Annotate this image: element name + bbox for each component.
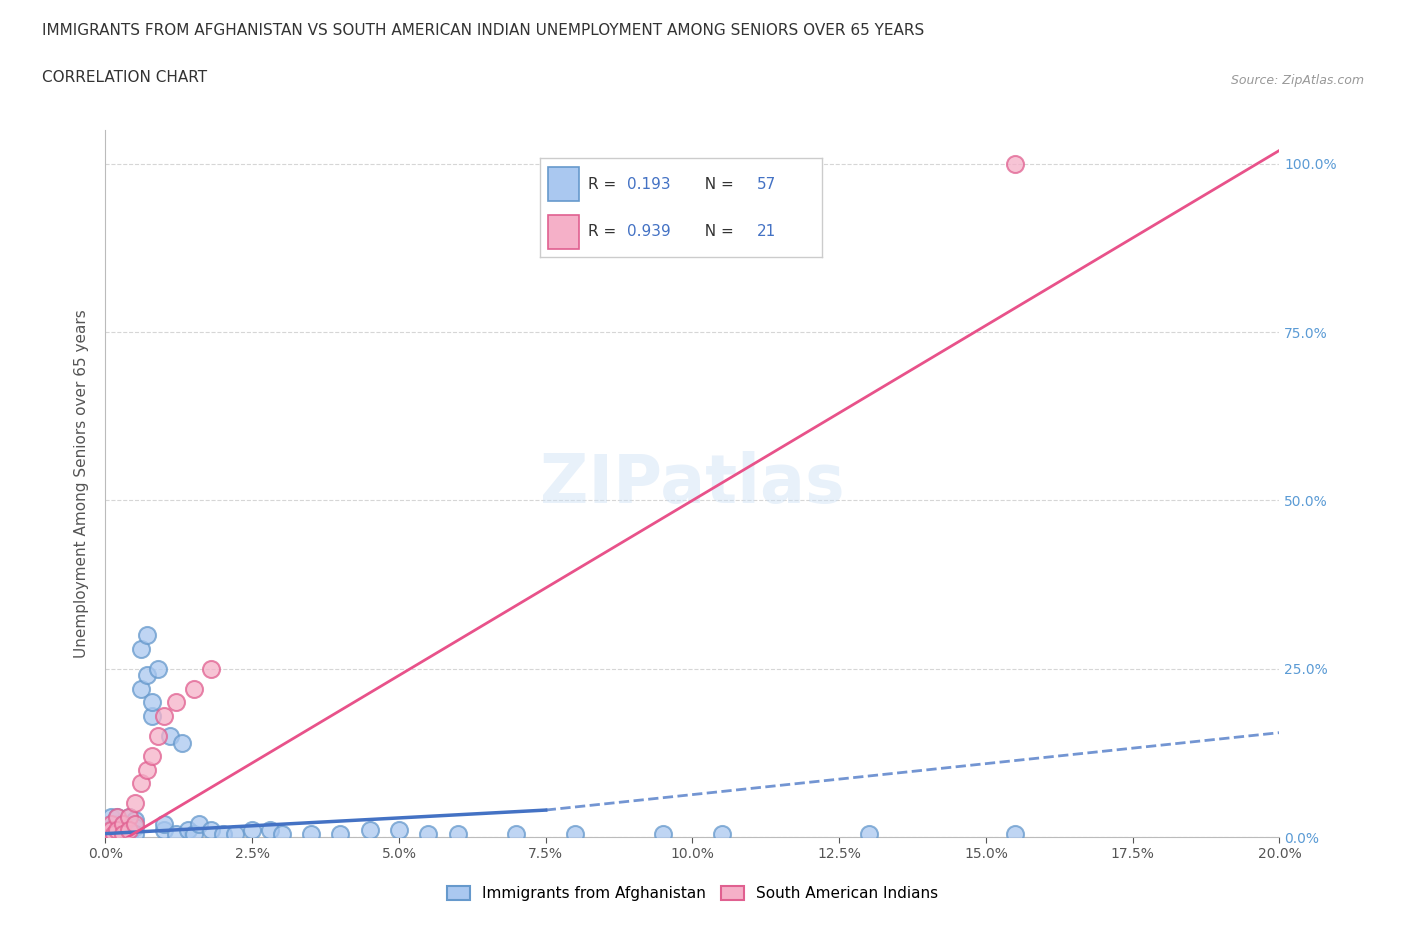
Point <box>200 661 222 676</box>
Point <box>183 826 205 841</box>
Point <box>170 736 193 751</box>
Point <box>153 709 176 724</box>
Point <box>299 826 322 841</box>
Point <box>118 809 141 824</box>
Text: N =: N = <box>695 224 738 239</box>
Point <box>135 628 157 643</box>
Point <box>124 817 146 831</box>
Point <box>105 809 128 824</box>
Point <box>129 682 152 697</box>
Point <box>115 819 138 834</box>
Point <box>129 641 152 656</box>
Point <box>97 826 120 841</box>
Point <box>135 668 157 683</box>
Point <box>188 817 211 831</box>
Point <box>359 823 381 838</box>
Text: N =: N = <box>695 177 738 192</box>
Point <box>100 817 122 831</box>
Legend: Immigrants from Afghanistan, South American Indians: Immigrants from Afghanistan, South Ameri… <box>440 880 945 907</box>
Point <box>124 826 146 841</box>
Point <box>97 823 120 838</box>
Point <box>1004 826 1026 841</box>
Point <box>118 826 141 841</box>
Point <box>103 819 125 834</box>
Point <box>270 826 292 841</box>
Point <box>159 728 181 743</box>
Point <box>124 796 146 811</box>
Point <box>141 709 163 724</box>
Point <box>124 813 146 828</box>
Point <box>1004 156 1026 171</box>
Point <box>153 823 176 838</box>
Point <box>98 817 121 831</box>
Point <box>118 823 141 838</box>
Point <box>105 817 128 831</box>
Point <box>124 819 146 834</box>
Point <box>710 826 733 841</box>
Point <box>447 826 470 841</box>
Y-axis label: Unemployment Among Seniors over 65 years: Unemployment Among Seniors over 65 years <box>75 310 90 658</box>
Point <box>100 826 122 841</box>
Text: ZIPatlas: ZIPatlas <box>540 451 845 516</box>
Point <box>652 826 675 841</box>
Point <box>100 809 122 824</box>
Point <box>165 695 187 710</box>
Text: Source: ZipAtlas.com: Source: ZipAtlas.com <box>1230 74 1364 87</box>
Point <box>112 817 135 831</box>
Point <box>105 809 128 824</box>
Point <box>165 826 187 841</box>
Text: 0.193: 0.193 <box>627 177 671 192</box>
Point <box>240 823 263 838</box>
Point <box>329 826 352 841</box>
Bar <box>548 215 579 248</box>
Point <box>135 763 157 777</box>
Point <box>103 826 125 841</box>
Text: 57: 57 <box>756 177 776 192</box>
Point <box>564 826 586 841</box>
Point <box>118 809 141 824</box>
Point <box>259 823 281 838</box>
Point <box>105 823 128 838</box>
Point <box>388 823 411 838</box>
Point <box>505 826 527 841</box>
Text: IMMIGRANTS FROM AFGHANISTAN VS SOUTH AMERICAN INDIAN UNEMPLOYMENT AMONG SENIORS : IMMIGRANTS FROM AFGHANISTAN VS SOUTH AME… <box>42 23 924 38</box>
Point <box>100 823 122 838</box>
Bar <box>548 167 579 201</box>
Point <box>141 749 163 764</box>
Point <box>108 826 131 841</box>
Point <box>148 728 170 743</box>
Point <box>200 823 222 838</box>
Point <box>105 823 128 838</box>
Text: 21: 21 <box>756 224 776 239</box>
Text: CORRELATION CHART: CORRELATION CHART <box>42 70 207 85</box>
Text: R =: R = <box>588 224 621 239</box>
Point <box>176 823 198 838</box>
Point <box>858 826 880 841</box>
Point <box>183 682 205 697</box>
Text: 0.939: 0.939 <box>627 224 671 239</box>
Point <box>148 661 170 676</box>
Text: R =: R = <box>588 177 621 192</box>
Point <box>98 826 121 841</box>
Point <box>153 817 176 831</box>
Point <box>112 817 135 831</box>
Point <box>129 776 152 790</box>
Point <box>212 826 235 841</box>
Point <box>118 823 141 838</box>
Point <box>141 695 163 710</box>
Point <box>112 826 135 841</box>
Point <box>108 819 131 834</box>
Point <box>112 826 135 841</box>
Point <box>105 826 128 841</box>
Point <box>112 823 135 838</box>
Point <box>100 823 122 838</box>
Point <box>418 826 440 841</box>
Point <box>224 826 246 841</box>
Point <box>103 826 125 841</box>
